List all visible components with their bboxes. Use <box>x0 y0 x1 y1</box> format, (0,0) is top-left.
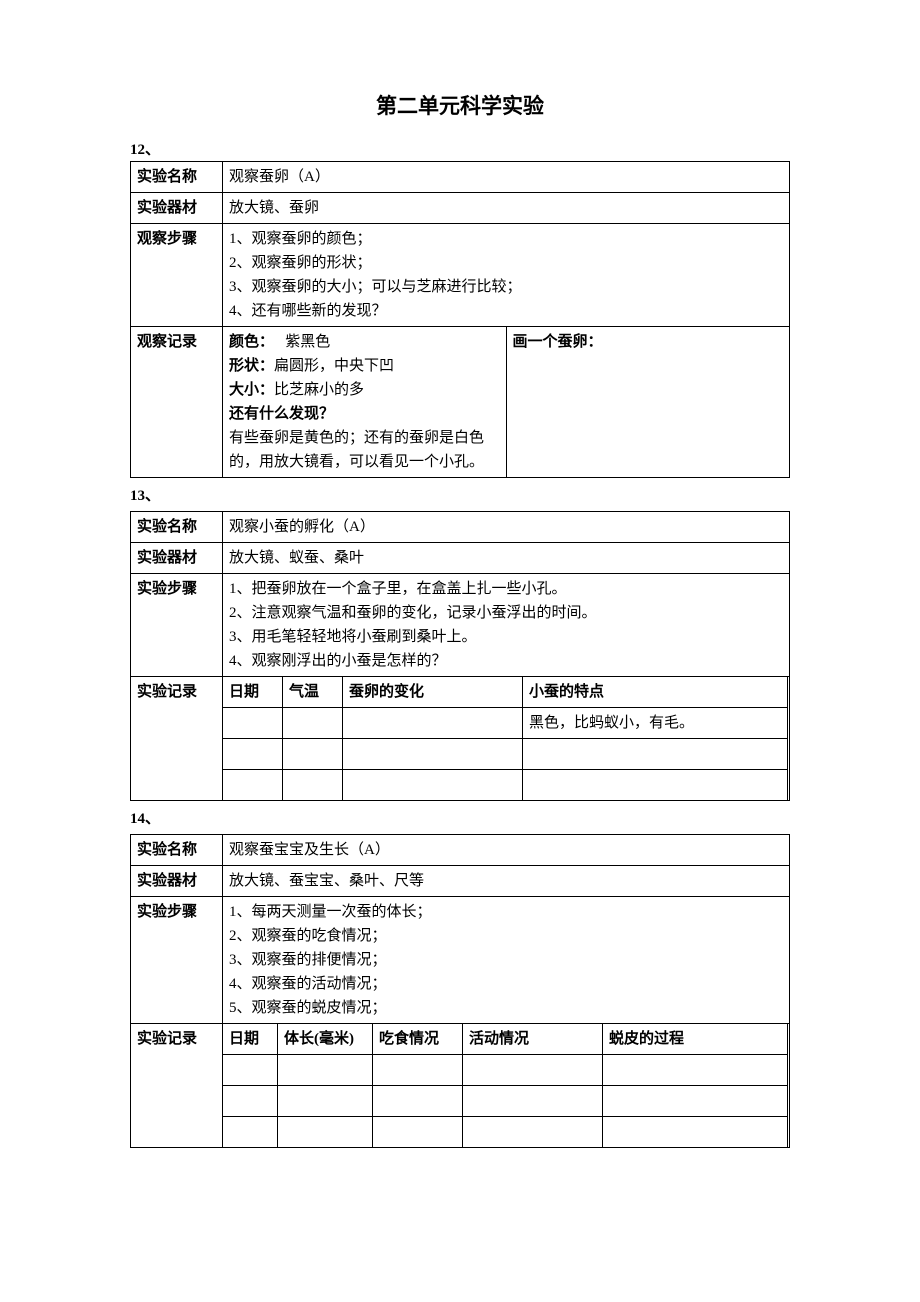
steps-cell: 1、把蚕卵放在一个盒子里，在盒盖上扎一些小孔。 2、注意观察气温和蚕卵的变化，记… <box>223 574 790 677</box>
cell <box>603 1117 788 1148</box>
record-left-cell: 颜色： 紫黑色 形状：扁圆形，中央下凹 大小：比芝麻小的多 还有什么发现？ 有些… <box>223 327 507 478</box>
col-molting: 蜕皮的过程 <box>603 1024 788 1055</box>
cell <box>343 708 523 739</box>
name-label: 实验名称 <box>131 835 223 866</box>
record-inner-wrap: 日期 体长(毫米) 吃食情况 活动情况 蜕皮的过程 <box>223 1024 790 1148</box>
col-length: 体长(毫米) <box>278 1024 373 1055</box>
more-value: 有些蚕卵是黄色的；还有的蚕卵是白色的，用放大镜看，可以看见一个小孔。 <box>229 426 500 474</box>
record-label: 观察记录 <box>131 327 223 478</box>
col-egg-change: 蚕卵的变化 <box>343 677 523 708</box>
section-number-13: 13、 <box>130 484 790 505</box>
name-value: 观察小蚕的孵化（A） <box>223 512 790 543</box>
record-label: 实验记录 <box>131 1024 223 1148</box>
equip-label: 实验器材 <box>131 543 223 574</box>
cell <box>373 1055 463 1086</box>
cell <box>283 739 343 770</box>
cell <box>278 1055 373 1086</box>
shape-label: 形状： <box>229 358 274 374</box>
steps-label: 观察步骤 <box>131 224 223 327</box>
steps-cell: 1、观察蚕卵的颜色； 2、观察蚕卵的形状； 3、观察蚕卵的大小；可以与芝麻进行比… <box>223 224 790 327</box>
cell <box>223 770 283 801</box>
size-value: 比芝麻小的多 <box>274 382 364 398</box>
cell <box>603 1086 788 1117</box>
step-line: 2、注意观察气温和蚕卵的变化，记录小蚕浮出的时间。 <box>229 601 783 625</box>
size-label: 大小： <box>229 382 274 398</box>
step-line: 1、观察蚕卵的颜色； <box>229 227 783 251</box>
step-line: 2、观察蚕的吃食情况； <box>229 924 783 948</box>
cell <box>223 1055 278 1086</box>
step-line: 2、观察蚕卵的形状； <box>229 251 783 275</box>
experiment-table-13: 实验名称 观察小蚕的孵化（A） 实验器材 放大镜、蚁蚕、桑叶 实验步骤 1、把蚕… <box>130 511 790 801</box>
section-number-12: 12、 <box>130 138 790 159</box>
cell <box>343 770 523 801</box>
section-number-14: 14、 <box>130 807 790 828</box>
step-line: 3、用毛笔轻轻地将小蚕刷到桑叶上。 <box>229 625 783 649</box>
cell <box>463 1086 603 1117</box>
equip-value: 放大镜、蚕卵 <box>223 193 790 224</box>
cell <box>223 739 283 770</box>
cell: 黑色，比蚂蚁小，有毛。 <box>523 708 788 739</box>
step-line: 4、还有哪些新的发现？ <box>229 299 783 323</box>
name-value: 观察蚕卵（A） <box>223 162 790 193</box>
cell <box>223 1086 278 1117</box>
experiment-table-12: 实验名称 观察蚕卵（A） 实验器材 放大镜、蚕卵 观察步骤 1、观察蚕卵的颜色；… <box>130 161 790 478</box>
steps-cell: 1、每两天测量一次蚕的体长； 2、观察蚕的吃食情况； 3、观察蚕的排便情况； 4… <box>223 897 790 1024</box>
step-line: 1、把蚕卵放在一个盒子里，在盒盖上扎一些小孔。 <box>229 577 783 601</box>
experiment-table-14: 实验名称 观察蚕宝宝及生长（A） 实验器材 放大镜、蚕宝宝、桑叶、尺等 实验步骤… <box>130 834 790 1148</box>
record-inner-table-14: 日期 体长(毫米) 吃食情况 活动情况 蜕皮的过程 <box>222 1023 788 1148</box>
step-line: 5、观察蚕的蜕皮情况； <box>229 996 783 1020</box>
page-title: 第二单元科学实验 <box>130 90 790 120</box>
step-line: 3、观察蚕的排便情况； <box>229 948 783 972</box>
cell <box>603 1055 788 1086</box>
cell <box>373 1086 463 1117</box>
col-date: 日期 <box>223 677 283 708</box>
steps-label: 实验步骤 <box>131 897 223 1024</box>
cell <box>278 1086 373 1117</box>
col-eating: 吃食情况 <box>373 1024 463 1055</box>
record-label: 实验记录 <box>131 677 223 801</box>
draw-label: 画一个蚕卵： <box>513 334 603 350</box>
cell <box>463 1117 603 1148</box>
step-line: 4、观察蚕的活动情况； <box>229 972 783 996</box>
col-date: 日期 <box>223 1024 278 1055</box>
steps-label: 实验步骤 <box>131 574 223 677</box>
cell <box>523 739 788 770</box>
cell <box>223 1117 278 1148</box>
cell <box>278 1117 373 1148</box>
name-value: 观察蚕宝宝及生长（A） <box>223 835 790 866</box>
step-line: 3、观察蚕卵的大小；可以与芝麻进行比较； <box>229 275 783 299</box>
cell <box>373 1117 463 1148</box>
record-right-cell: 画一个蚕卵： <box>506 327 790 478</box>
cell <box>343 739 523 770</box>
cell <box>283 770 343 801</box>
step-line: 4、观察刚浮出的小蚕是怎样的？ <box>229 649 783 673</box>
name-label: 实验名称 <box>131 512 223 543</box>
cell <box>463 1055 603 1086</box>
cell <box>223 708 283 739</box>
more-label: 还有什么发现？ <box>229 402 500 426</box>
shape-value: 扁圆形，中央下凹 <box>274 358 394 374</box>
equip-label: 实验器材 <box>131 193 223 224</box>
col-activity: 活动情况 <box>463 1024 603 1055</box>
color-label: 颜色： <box>229 334 274 350</box>
equip-value: 放大镜、蚁蚕、桑叶 <box>223 543 790 574</box>
col-temp: 气温 <box>283 677 343 708</box>
equip-value: 放大镜、蚕宝宝、桑叶、尺等 <box>223 866 790 897</box>
step-line: 1、每两天测量一次蚕的体长； <box>229 900 783 924</box>
equip-label: 实验器材 <box>131 866 223 897</box>
color-value: 紫黑色 <box>285 334 330 350</box>
cell <box>523 770 788 801</box>
cell <box>283 708 343 739</box>
record-inner-wrap: 日期 气温 蚕卵的变化 小蚕的特点 黑色，比蚂蚁小，有毛。 <box>223 677 790 801</box>
name-label: 实验名称 <box>131 162 223 193</box>
record-inner-table-13: 日期 气温 蚕卵的变化 小蚕的特点 黑色，比蚂蚁小，有毛。 <box>222 676 788 801</box>
col-silkworm-feature: 小蚕的特点 <box>523 677 788 708</box>
